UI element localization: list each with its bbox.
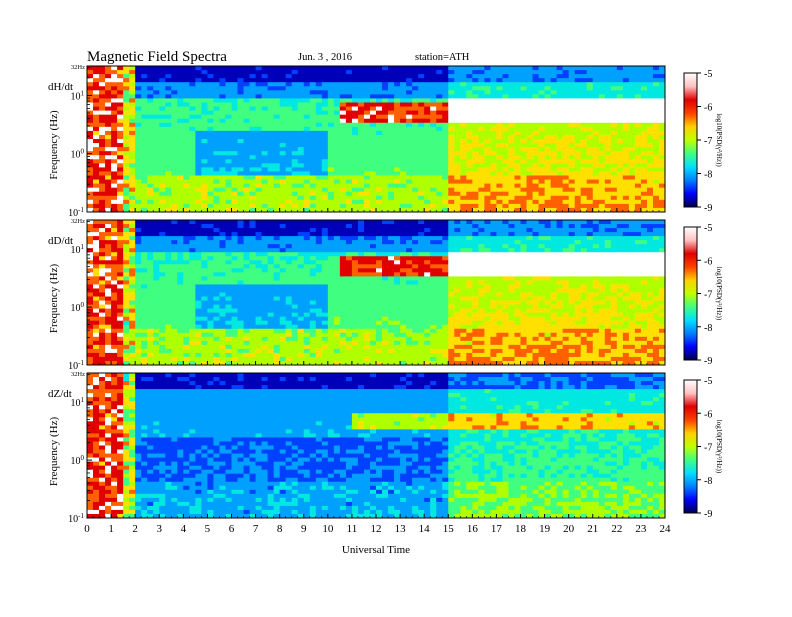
panel-label: dD/dt xyxy=(48,235,73,247)
x-tick-label: 20 xyxy=(563,523,575,535)
x-tick-label: 6 xyxy=(229,523,235,535)
y-tick-label: 101 xyxy=(71,396,85,409)
colorbar-tick-label: -7 xyxy=(704,443,712,454)
y-tick-label: 100 xyxy=(71,301,85,314)
colorbar-tick-label: -5 xyxy=(704,376,712,387)
y-axis-title: Frequency (Hz) xyxy=(48,264,60,334)
x-axis-title: Universal Time xyxy=(342,544,410,556)
x-tick-label: 15 xyxy=(443,523,455,535)
x-tick-label: 12 xyxy=(371,523,382,535)
x-tick-label: 22 xyxy=(611,523,622,535)
spectrogram-heatmap xyxy=(87,66,665,212)
colorbar: -5 -6 -7 -8 -9 log10(PSD(γ²/Hz)) xyxy=(684,223,723,367)
colorbar-tick-label: -9 xyxy=(704,509,712,520)
x-tick-label: 8 xyxy=(277,523,283,535)
x-tick-label: 7 xyxy=(253,523,259,535)
x-tick-label: 14 xyxy=(419,523,431,535)
colorbar-tick-label: -8 xyxy=(704,476,712,487)
x-tick-label: 16 xyxy=(467,523,479,535)
y-top-label: 32Hz xyxy=(71,64,85,71)
colorbar-tick-label: -6 xyxy=(704,409,712,420)
x-tick-label: 5 xyxy=(205,523,211,535)
y-top-label: 32Hz xyxy=(71,218,85,225)
colorbar-tick-label: -9 xyxy=(704,203,712,214)
colorbar-label: log10(PSD(γ²/Hz)) xyxy=(715,420,723,474)
y-axis-title: Frequency (Hz) xyxy=(48,417,60,487)
x-tick-label: 13 xyxy=(395,523,407,535)
chart-title: Magnetic Field Spectra xyxy=(87,49,227,65)
colorbar-tick-label: -8 xyxy=(704,170,712,181)
x-tick-label: 21 xyxy=(587,523,598,535)
x-tick-label: 1 xyxy=(108,523,114,535)
colorbar-tick-label: -5 xyxy=(704,223,712,234)
chart-date: Jun. 3 , 2016 xyxy=(298,52,352,63)
x-tick-label: 18 xyxy=(515,523,527,535)
x-tick-label: 0 xyxy=(84,523,90,535)
colorbar-tick-label: -8 xyxy=(704,323,712,334)
x-tick-label: 11 xyxy=(347,523,358,535)
x-tick-label: 2 xyxy=(132,523,138,535)
x-tick-label: 4 xyxy=(181,523,187,535)
chart-station: station=ATH xyxy=(415,52,470,63)
colorbar-label: log10(PSD(γ²/Hz)) xyxy=(715,113,723,167)
spectrogram-heatmap xyxy=(87,220,665,365)
x-tick-label: 9 xyxy=(301,523,307,535)
colorbar-tick-label: -6 xyxy=(704,103,712,114)
y-tick-label: 10-1 xyxy=(68,512,84,525)
colorbar: -5 -6 -7 -8 -9 log10(PSD(γ²/Hz)) xyxy=(684,376,723,520)
colorbar-tick-label: -7 xyxy=(704,290,712,301)
x-tick-label: 10 xyxy=(322,523,334,535)
colorbar-tick-label: -9 xyxy=(704,356,712,367)
y-axis-title: Frequency (Hz) xyxy=(48,110,60,180)
y-tick-label: 100 xyxy=(71,148,85,161)
x-tick-label: 17 xyxy=(491,523,503,535)
x-tick-label: 23 xyxy=(635,523,647,535)
y-top-label: 32Hz xyxy=(71,371,85,378)
panel-label: dZ/dt xyxy=(48,388,72,400)
colorbar: -5 -6 -7 -8 -9 log10(PSD(γ²/Hz)) xyxy=(684,69,723,214)
x-tick-label: 3 xyxy=(157,523,163,535)
colorbar-tick-label: -6 xyxy=(704,256,712,267)
colorbar-label: log10(PSD(γ²/Hz)) xyxy=(715,267,723,321)
spectrogram-heatmap xyxy=(87,373,665,518)
panel-label: dH/dt xyxy=(48,81,73,93)
colorbar-tick-label: -7 xyxy=(704,136,712,147)
colorbar-tick-label: -5 xyxy=(704,69,712,80)
y-tick-label: 100 xyxy=(71,454,85,467)
x-tick-label: 19 xyxy=(539,523,551,535)
x-tick-label: 24 xyxy=(660,523,672,535)
